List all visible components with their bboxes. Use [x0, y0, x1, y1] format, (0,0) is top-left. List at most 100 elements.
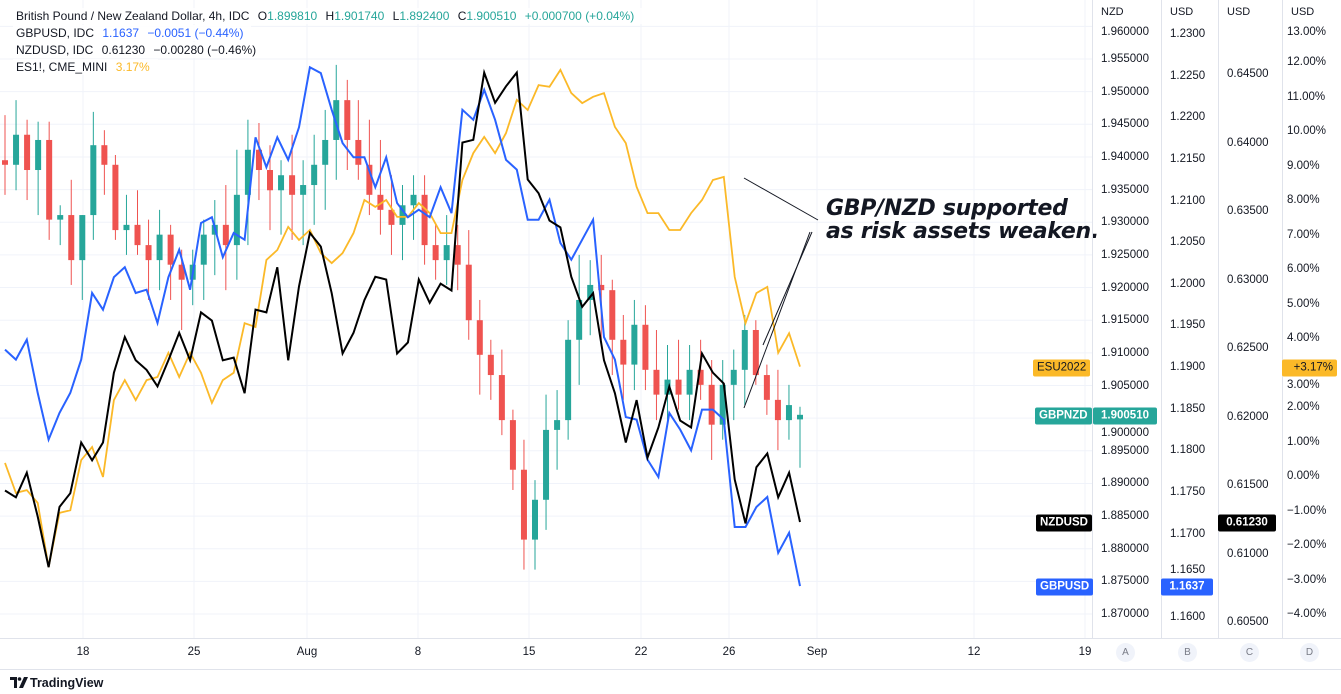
- candle: [741, 314, 748, 406]
- axis-a-tick-label: 1.920000: [1101, 281, 1149, 294]
- axis-d-tick-label: 6.00%: [1287, 263, 1320, 275]
- candle: [686, 345, 693, 421]
- candle-body: [233, 194, 240, 246]
- axis-d-tick-label: 2.00%: [1287, 401, 1320, 413]
- candle: [366, 119, 373, 216]
- candle-body: [13, 134, 20, 165]
- axis-a-tick-label: 1.890000: [1101, 477, 1149, 490]
- candle-body: [543, 429, 550, 500]
- candle-body: [587, 284, 594, 300]
- candle: [289, 134, 296, 240]
- tag-gbpnzd-value: 1.900510: [1093, 407, 1157, 425]
- candle: [609, 279, 616, 376]
- tag-nzdusd-value: 0.61230: [1218, 514, 1276, 532]
- price-axis-gbpusd[interactable]: USD 1.2300 1.2250 1.2200 1.2150 1.2100 1.2050 1…: [1161, 0, 1218, 638]
- candle: [664, 345, 671, 421]
- candle: [244, 119, 251, 246]
- axis-d-tick-label: −3.00%: [1287, 573, 1327, 586]
- candle: [222, 185, 229, 291]
- candle-body: [145, 245, 152, 261]
- candle-body: [785, 405, 792, 421]
- candle-body: [123, 224, 130, 231]
- percent-axis-es[interactable]: USD 13.00% 12.00% 11.00% 10.00% 9.00% 8.00% 7.0…: [1282, 0, 1341, 638]
- axis-c-tick-label: 0.64000: [1227, 136, 1269, 149]
- legend-gbpusd-value: 1.1637: [102, 26, 140, 40]
- candle-body: [333, 100, 340, 140]
- tag-gbpusd-label: GBPUSD: [1036, 578, 1094, 596]
- legend-nzdusd[interactable]: NZDUSD, IDC 0.61230 −0.00280 (−0.46%): [13, 42, 265, 58]
- axis-b-tick-label: 1.2300: [1170, 28, 1206, 40]
- candle-body: [156, 234, 163, 261]
- legend-gbpusd[interactable]: GBPUSD, IDC 1.1637 −0.0051 (−0.44%): [13, 25, 252, 41]
- candle-body: [598, 284, 605, 291]
- axis-b-tick-label: 1.2150: [1170, 152, 1206, 165]
- candle: [565, 320, 572, 440]
- candle-body: [35, 139, 42, 171]
- time-tick-label: 25: [187, 646, 201, 658]
- candle-body: [465, 264, 472, 321]
- candle: [653, 329, 660, 421]
- candle-body: [653, 369, 660, 395]
- candle-body: [432, 245, 439, 261]
- scale-button-c[interactable]: C: [1240, 643, 1259, 662]
- legend-main[interactable]: British Pound / New Zealand Dollar, 4h, …: [13, 8, 643, 24]
- candle-body: [774, 399, 781, 421]
- candle: [101, 130, 108, 195]
- scale-button-b[interactable]: B: [1178, 643, 1197, 662]
- candle-body: [565, 339, 572, 421]
- candle-body: [708, 384, 715, 425]
- price-chart[interactable]: [0, 0, 1092, 638]
- footer: TradingView: [0, 669, 1341, 694]
- candle-body: [443, 245, 450, 261]
- candle-body: [520, 469, 527, 540]
- candle: [487, 339, 494, 400]
- candle: [498, 349, 505, 436]
- tag-gbpusd-value: 1.1637: [1161, 578, 1213, 596]
- axis-d-tick-label: 5.00%: [1287, 297, 1320, 310]
- axis-d-tick-label: 13.00%: [1287, 26, 1327, 38]
- candle-body: [454, 245, 461, 265]
- axis-d-tick-label: −1.00%: [1287, 504, 1327, 517]
- legend-gbpusd-change: −0.0051 (−0.44%): [147, 26, 244, 40]
- candle-body: [399, 205, 406, 225]
- axis-c-tick-label: 0.63500: [1227, 205, 1269, 217]
- candle-body: [46, 139, 53, 220]
- time-axis[interactable]: 18 25 Aug 8 15 22 26 Sep 12 19: [0, 638, 1092, 666]
- candle-body: [344, 100, 351, 140]
- candle-body: [498, 375, 505, 421]
- gbpusd-line: [4, 65, 801, 587]
- axis-d-tick-label: 12.00%: [1287, 56, 1327, 68]
- axis-a-tick-label: 1.910000: [1101, 346, 1149, 359]
- price-axis-nzd[interactable]: NZD 1.960000 1.955000 1.950000 1.945000 1.940…: [1092, 0, 1161, 638]
- axis-a-tick-label: 1.880000: [1101, 542, 1149, 555]
- scale-button-a[interactable]: A: [1116, 643, 1135, 662]
- time-tick-label: Sep: [806, 646, 828, 658]
- axis-a-tick-label: 1.900000: [1101, 427, 1149, 439]
- candle-body: [554, 420, 561, 430]
- change-value: +0.000700 (+0.04%): [524, 9, 635, 23]
- candle: [200, 219, 207, 300]
- candle: [178, 249, 185, 330]
- candle: [465, 230, 472, 340]
- axis-d-tick-label: 7.00%: [1287, 228, 1320, 241]
- candle: [278, 160, 285, 235]
- candle: [57, 205, 64, 246]
- gbpnzd-candles: [2, 64, 803, 570]
- callout-line-es: [743, 177, 819, 221]
- axis-c-tick-label: 0.61000: [1227, 547, 1269, 560]
- price-axis-nzdusd[interactable]: USD 0.64500 0.64000 0.63500 0.63000 0.62500 0.…: [1218, 0, 1282, 638]
- axis-a-tick-label: 1.940000: [1101, 150, 1149, 163]
- candle: [785, 384, 792, 440]
- annotation-line-1: GBP/NZD supported: [826, 196, 1068, 221]
- axis-b-tick-label: 1.1600: [1170, 610, 1206, 623]
- axis-unit-b: USD: [1170, 6, 1194, 18]
- candle: [355, 100, 362, 180]
- candle-body: [410, 194, 417, 206]
- axis-b-tick-label: 1.2250: [1170, 69, 1206, 82]
- grid: [0, 0, 1092, 638]
- open-label: O: [257, 9, 268, 23]
- scale-button-d[interactable]: D: [1300, 643, 1319, 662]
- candle-body: [278, 175, 285, 191]
- legend-es[interactable]: ES1!, CME_MINI 3.17%: [13, 59, 158, 75]
- legend-gbpusd-name: GBPUSD, IDC: [16, 26, 95, 40]
